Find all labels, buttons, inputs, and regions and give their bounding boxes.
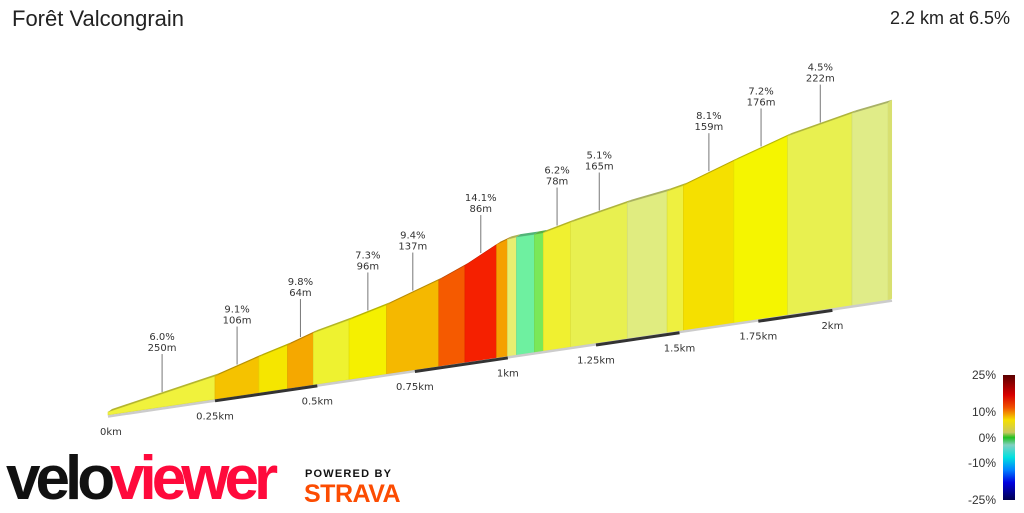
logo-text-viewer: viewer (110, 444, 278, 513)
segment-length-label: 86m (470, 204, 492, 215)
profile-segment-top (386, 277, 443, 306)
profile-segment-top (683, 157, 738, 186)
segment-grade-label: 6.2% (544, 166, 569, 177)
profile-segment-top (543, 219, 575, 233)
segment-length-label: 250m (148, 343, 177, 354)
segment-grade-label: 4.5% (808, 63, 833, 74)
distance-axis-band (214, 384, 318, 403)
color-scale-label: 10% (972, 405, 996, 419)
profile-segment (507, 236, 517, 357)
segment-grade-label: 9.8% (288, 277, 313, 288)
color-scale-label: -10% (968, 456, 996, 470)
profile-end-cap (888, 99, 893, 301)
profile-segment-top (258, 342, 292, 357)
x-tick-label: 1.75km (739, 332, 777, 343)
profile-segment-top (534, 229, 548, 235)
distance-axis-band (414, 356, 509, 374)
profile-segment-top (313, 316, 354, 333)
profile-segment (666, 185, 684, 334)
profile-segment-top (787, 110, 857, 137)
powered-by-label: POWERED BY (305, 468, 393, 480)
x-tick-label: 0.25km (196, 411, 234, 422)
segment-grade-label: 8.1% (696, 111, 721, 122)
color-scale-label: 25% (972, 368, 996, 382)
page-title: Forêt Valcongrain (12, 6, 185, 31)
profile-segment (287, 332, 314, 390)
profile-segment (542, 221, 572, 352)
color-scale-label: 0% (979, 431, 997, 445)
profile-segment-top (438, 262, 469, 281)
profile-segment (348, 304, 387, 381)
strava-logo: STRAVA (304, 480, 401, 508)
profile-segment (683, 160, 735, 332)
veloviewer-logo: veloviewer (6, 448, 278, 510)
profile-segment (496, 238, 508, 359)
profile-segment (787, 112, 853, 316)
segment-length-label: 176m (747, 97, 776, 108)
profile-segment-top (627, 188, 672, 203)
profile-segment-top (733, 133, 792, 161)
profile-segment-top (287, 329, 318, 346)
x-tick-label: 1km (497, 368, 519, 379)
x-tick-label: 1.5km (664, 343, 695, 354)
segment-length-label: 165m (585, 161, 614, 172)
profile-segment (733, 135, 788, 324)
climb-summary: 2.2 km at 6.5% (889, 8, 1010, 28)
segment-length-label: 96m (357, 261, 379, 272)
segment-grade-label: 9.1% (224, 305, 249, 316)
distance-axis-band (758, 308, 833, 323)
profile-segment (626, 190, 668, 340)
profile-segment-top (667, 182, 688, 192)
segment-grade-label: 9.4% (400, 231, 425, 242)
profile-segment (516, 234, 535, 356)
segment-length-label: 222m (806, 74, 835, 85)
segment-length-label: 137m (398, 242, 427, 253)
segment-grade-label: 7.3% (355, 250, 380, 261)
grade-color-scale (1003, 375, 1015, 500)
profile-segment-top (507, 234, 521, 240)
profile-segment-top (215, 353, 263, 377)
x-tick-label: 0.75km (396, 382, 434, 393)
segment-grade-label: 7.2% (748, 86, 773, 97)
segment-length-label: 78m (546, 177, 568, 188)
profile-segment (258, 344, 288, 394)
x-tick-label: 1.25km (577, 356, 615, 367)
x-tick-label: 0km (100, 427, 122, 438)
logo-text-velo: velo (6, 444, 115, 513)
profile-segment-top (464, 241, 501, 266)
distance-axis-band (595, 331, 680, 347)
segment-length-label: 159m (694, 122, 723, 133)
profile-segment (570, 202, 628, 348)
segment-length-label: 106m (223, 316, 252, 327)
profile-segment (534, 232, 544, 353)
profile-segment-top (349, 302, 391, 320)
profile-segment (386, 279, 440, 375)
segment-length-label: 64m (289, 288, 311, 299)
segment-grade-label: 5.1% (587, 150, 612, 161)
segment-grade-label: 14.1% (465, 193, 497, 204)
segment-grade-label: 6.0% (149, 332, 174, 343)
profile-segment-top (516, 231, 539, 238)
profile-segment-top (570, 199, 632, 223)
x-tick-label: 2km (821, 321, 843, 332)
color-scale-label: -25% (968, 493, 996, 507)
profile-segment-top (108, 373, 219, 412)
x-tick-label: 0.5km (302, 396, 333, 407)
profile-segment-top (496, 236, 512, 245)
profile-segment-top (852, 99, 893, 114)
profile-segment (438, 264, 466, 367)
profile-segment (851, 102, 889, 307)
